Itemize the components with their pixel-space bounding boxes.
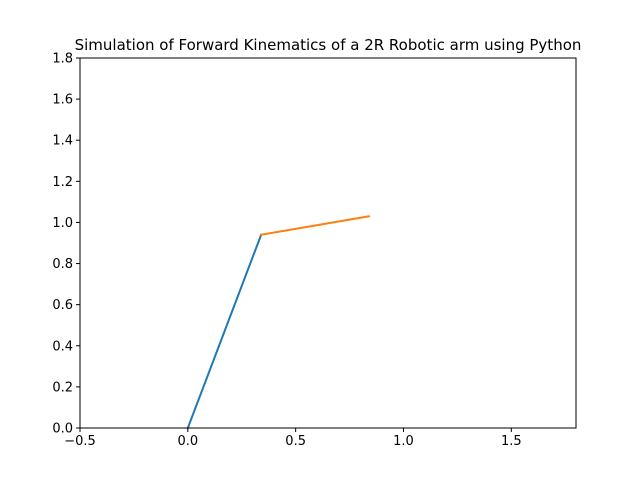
y-tick-label: 1.8 <box>52 52 73 67</box>
y-tick-label: 1.6 <box>52 93 73 108</box>
y-tick-label: 0.6 <box>52 298 73 313</box>
axes: −0.5 0.0 0.5 1.0 1.50.00.20.40.60.81.01.21.4… <box>52 52 577 449</box>
x-tick-label: 0.0 <box>177 434 198 449</box>
x-tick-label: 1.5 <box>501 434 522 449</box>
series-lines <box>186 215 371 430</box>
y-tick-label: 0.2 <box>52 380 73 395</box>
y-tick-label: 1.2 <box>52 175 73 190</box>
axes-frame <box>79 57 577 429</box>
y-tick-label: 0.8 <box>52 257 73 272</box>
y-tick-label: 0.4 <box>52 339 73 354</box>
plot-area <box>80 58 576 428</box>
series-line-2 <box>259 215 371 236</box>
y-tick-label: 1.4 <box>52 134 73 149</box>
y-tick-label: 0.0 <box>52 422 73 437</box>
series-line-1 <box>186 233 263 430</box>
chart-title: Simulation of Forward Kinematics of a 2R… <box>75 36 582 54</box>
x-tick-label: 1.0 <box>393 434 414 449</box>
x-tick-label: −0.5 <box>64 434 96 449</box>
x-tick-label: 0.5 <box>285 434 306 449</box>
y-tick-label: 1.0 <box>52 216 73 231</box>
